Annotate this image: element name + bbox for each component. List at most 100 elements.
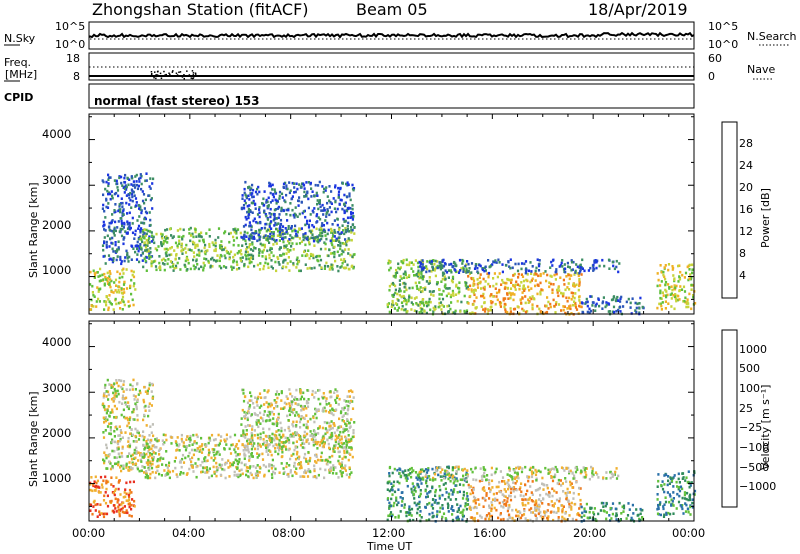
heatmap-cell [131, 298, 134, 302]
heatmap-cell [548, 285, 551, 289]
heatmap-cell [313, 266, 316, 270]
heatmap-cell [672, 274, 675, 277]
heatmap-cell [346, 216, 350, 220]
heatmap-cell [161, 439, 164, 442]
heatmap-cell [134, 197, 138, 200]
heatmap-cell [408, 513, 411, 516]
heatmap-cell [592, 263, 595, 267]
heatmap-cell [188, 248, 191, 252]
heatmap-cell [208, 242, 211, 246]
heatmap-cell [92, 483, 95, 486]
heatmap-cell [572, 491, 575, 495]
heatmap-cell [322, 209, 325, 212]
heatmap-cell [483, 288, 486, 291]
heatmap-cell [345, 209, 348, 212]
heatmap-cell [498, 288, 501, 292]
heatmap-cell [265, 229, 268, 233]
heatmap-cell [450, 488, 453, 492]
heatmap-cell [658, 302, 661, 306]
heatmap-cell [145, 439, 148, 443]
heatmap-cell [115, 456, 118, 459]
heatmap-cell [225, 461, 228, 465]
heatmap-cell [427, 468, 430, 472]
heatmap-cell [416, 287, 419, 290]
heatmap-cell [136, 219, 139, 222]
heatmap-cell [417, 304, 420, 307]
heatmap-cell [134, 244, 137, 248]
heatmap-cell [220, 266, 223, 270]
heatmap-cell [127, 421, 130, 425]
heatmap-cell [122, 467, 125, 470]
heatmap-cell [200, 444, 203, 448]
heatmap-cell [434, 490, 437, 494]
heatmap-cell [580, 301, 584, 304]
heatmap-cell [185, 257, 188, 260]
heatmap-cell [488, 515, 492, 518]
heatmap-cell [308, 266, 312, 270]
heatmap-cell [204, 471, 207, 474]
power-ytick: 3000 [42, 173, 72, 187]
heatmap-cell [111, 196, 114, 200]
heatmap-cell [126, 511, 129, 515]
heatmap-cell [238, 452, 241, 456]
heatmap-cell [395, 268, 398, 272]
heatmap-cell [207, 261, 210, 264]
nsearch-tick-bottom: 10^0 [708, 38, 739, 51]
heatmap-cell [517, 262, 520, 266]
heatmap-cell [261, 443, 265, 446]
heatmap-cell [507, 507, 510, 510]
heatmap-cell [250, 233, 253, 236]
heatmap-cell [410, 261, 413, 264]
heatmap-cell [250, 399, 253, 402]
heatmap-cell [278, 213, 281, 216]
heatmap-cell [255, 420, 258, 424]
heatmap-cell [305, 181, 308, 184]
heatmap-cell [122, 383, 125, 386]
heatmap-cell [113, 281, 116, 284]
heatmap-cell [290, 454, 293, 457]
heatmap-cell [348, 192, 351, 195]
heatmap-cell [128, 514, 131, 517]
heatmap-cell [145, 256, 148, 259]
heatmap-cell [509, 516, 512, 520]
heatmap-cell [454, 498, 458, 501]
heatmap-cell [326, 232, 329, 236]
heatmap-cell [341, 471, 344, 474]
heatmap-cell [313, 207, 316, 210]
heatmap-cell [413, 274, 416, 277]
heatmap-cell [276, 418, 280, 421]
heatmap-cell [301, 254, 304, 257]
heatmap-cell [483, 285, 486, 289]
heatmap-cell [456, 515, 460, 519]
heatmap-cell [143, 413, 146, 417]
heatmap-cell [252, 195, 255, 199]
heatmap-cell [280, 399, 283, 402]
heatmap-cell [276, 422, 279, 425]
heatmap-cell [330, 210, 333, 214]
heatmap-cell [120, 222, 123, 225]
heatmap-cell [104, 416, 107, 419]
heatmap-cell [546, 484, 549, 487]
heatmap-cell [116, 446, 119, 450]
heatmap-cell [113, 234, 116, 237]
heatmap-cell [557, 506, 560, 510]
heatmap-cell [274, 393, 278, 396]
heatmap-cell [491, 498, 495, 501]
heatmap-cell [89, 283, 92, 286]
heatmap-cell [239, 256, 242, 260]
heatmap-cell [289, 260, 292, 263]
heatmap-cell [284, 436, 287, 440]
heatmap-cell [300, 409, 303, 412]
heatmap-cell [537, 274, 540, 278]
heatmap-cell [660, 297, 663, 300]
heatmap-cell [270, 227, 273, 230]
heatmap-cell [399, 266, 402, 269]
heatmap-cell [352, 188, 355, 192]
heatmap-cell [507, 483, 510, 487]
heatmap-cell [98, 300, 101, 303]
heatmap-cell [110, 422, 113, 425]
heatmap-cell [239, 259, 243, 262]
heatmap-cell [307, 468, 310, 471]
heatmap-cell [231, 268, 234, 271]
heatmap-cell [143, 257, 146, 260]
